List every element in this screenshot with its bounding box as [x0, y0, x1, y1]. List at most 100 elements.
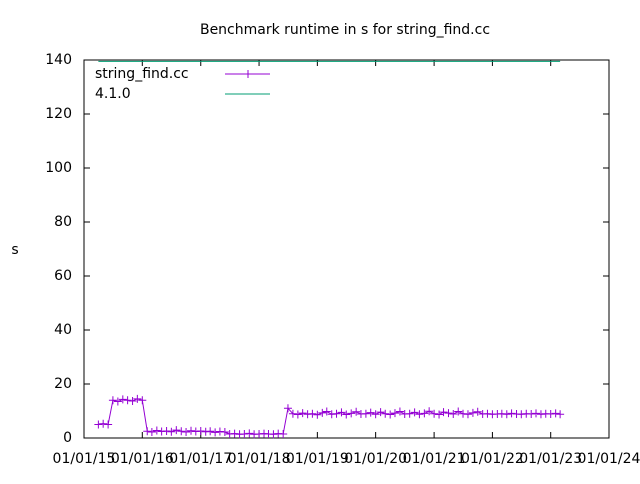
x-tick-label: 01/01/24 — [578, 451, 640, 467]
point-marker — [395, 407, 404, 416]
point-marker — [167, 427, 176, 436]
y-tick-label: 80 — [54, 214, 72, 230]
chart-title: Benchmark runtime in s for string_find.c… — [200, 22, 490, 38]
x-tick-label: 01/01/17 — [169, 451, 232, 467]
point-marker — [556, 410, 565, 419]
y-tick-label: 120 — [45, 106, 72, 122]
point-marker — [390, 409, 399, 418]
point-marker — [118, 395, 127, 404]
point-marker — [108, 396, 117, 405]
point-marker — [386, 410, 395, 419]
x-tick-label: 01/01/15 — [53, 451, 116, 467]
point-marker — [113, 397, 122, 406]
point-marker — [468, 408, 477, 417]
point-marker — [381, 409, 390, 418]
point-marker — [327, 410, 336, 419]
point-marker — [283, 404, 292, 413]
x-tick-label: 01/01/16 — [111, 451, 174, 467]
point-marker — [211, 428, 220, 437]
point-marker — [288, 409, 297, 418]
point-marker — [99, 419, 108, 428]
point-marker — [376, 408, 385, 417]
point-marker — [532, 409, 541, 418]
legend-label: 4.1.0 — [95, 86, 131, 102]
point-marker — [177, 427, 186, 436]
point-marker — [425, 407, 434, 416]
point-marker — [449, 409, 458, 418]
point-marker — [517, 410, 526, 419]
point-marker — [337, 408, 346, 417]
point-marker — [366, 408, 375, 417]
point-marker — [435, 410, 444, 419]
y-tick-label: 20 — [54, 376, 72, 392]
point-marker — [191, 427, 200, 436]
point-marker — [293, 410, 302, 419]
point-marker — [187, 426, 196, 435]
point-marker — [152, 426, 161, 435]
point-marker — [172, 426, 181, 435]
point-marker — [143, 427, 152, 436]
point-marker — [220, 428, 229, 437]
point-marker — [546, 409, 555, 418]
legend-label: string_find.cc — [95, 66, 189, 82]
point-marker — [196, 426, 205, 435]
point-marker — [347, 409, 356, 418]
point-marker — [206, 427, 215, 436]
point-marker — [133, 394, 142, 403]
point-marker — [352, 407, 361, 416]
point-marker — [361, 409, 370, 418]
x-tick-label: 01/01/21 — [403, 451, 466, 467]
point-marker — [157, 427, 166, 436]
point-marker — [104, 420, 113, 429]
y-tick-label: 40 — [54, 322, 72, 338]
point-marker — [245, 429, 254, 438]
legend-marker — [244, 70, 252, 78]
point-marker — [138, 396, 147, 405]
point-marker — [454, 407, 463, 416]
point-marker — [342, 410, 351, 419]
point-marker — [527, 409, 536, 418]
point-marker — [322, 407, 331, 416]
point-marker — [473, 407, 482, 416]
x-tick-label: 01/01/22 — [461, 451, 524, 467]
point-marker — [269, 430, 278, 439]
point-marker — [240, 429, 249, 438]
y-tick-label: 60 — [54, 268, 72, 284]
point-marker — [459, 409, 468, 418]
point-marker — [332, 409, 341, 418]
point-marker — [483, 409, 492, 418]
x-tick-label: 01/01/20 — [344, 451, 407, 467]
point-marker — [430, 409, 439, 418]
y-axis-label: s — [11, 242, 18, 258]
point-marker — [308, 409, 317, 418]
y-tick-label: 100 — [45, 160, 72, 176]
point-marker — [318, 408, 327, 417]
point-marker — [123, 396, 132, 405]
point-marker — [536, 410, 545, 419]
point-marker — [201, 427, 210, 436]
point-marker — [371, 410, 380, 419]
point-marker — [128, 397, 137, 406]
point-marker — [405, 409, 414, 418]
plot-frame — [83, 59, 610, 439]
point-marker — [230, 429, 239, 438]
y-tick-label: 0 — [63, 430, 72, 446]
point-marker — [147, 428, 156, 437]
point-marker — [439, 408, 448, 417]
point-marker — [182, 428, 191, 437]
point-marker — [444, 409, 453, 418]
point-marker — [502, 410, 511, 419]
point-marker — [215, 427, 224, 436]
point-marker — [507, 409, 516, 418]
point-marker — [279, 429, 288, 438]
point-marker — [463, 410, 472, 419]
series-line — [98, 398, 561, 435]
point-marker — [298, 409, 307, 418]
point-marker — [551, 409, 560, 418]
point-marker — [162, 426, 171, 435]
point-marker — [303, 410, 312, 419]
point-marker — [410, 408, 419, 417]
point-marker — [497, 409, 506, 418]
x-tick-label: 01/01/18 — [228, 451, 291, 467]
